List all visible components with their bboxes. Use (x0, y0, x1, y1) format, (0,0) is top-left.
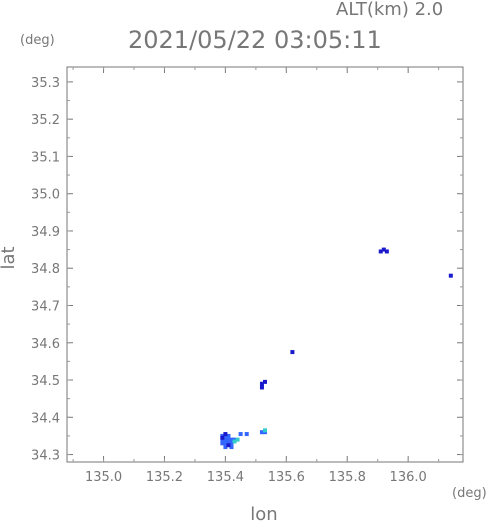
chart-subtitle: ALT(km) 2.0 (336, 0, 443, 20)
data-point (235, 437, 240, 442)
data-point (259, 381, 264, 386)
y-tick-label: 34.4 (31, 411, 60, 426)
data-point (378, 249, 383, 254)
data-point (290, 350, 295, 355)
x-tick-label: 136.0 (390, 470, 427, 485)
x-axis-label: lon (250, 504, 277, 521)
y-tick-label: 34.7 (31, 299, 60, 314)
data-point (244, 432, 249, 437)
data-point (223, 437, 228, 442)
x-tick-label: 135.6 (268, 470, 305, 485)
data-point (229, 441, 234, 446)
data-point (223, 441, 228, 446)
y-tick-label: 34.8 (31, 262, 60, 277)
data-point (229, 437, 234, 442)
y-tick-label: 34.6 (31, 337, 60, 352)
data-points (220, 247, 453, 450)
data-point (263, 428, 267, 433)
data-point (263, 379, 267, 384)
data-point (220, 435, 225, 440)
axis-ticks: 135.0 135.2 135.4 135.6 135.8 136.0 34.3 34.4 34… (31, 67, 463, 485)
data-point (223, 432, 228, 437)
data-point (381, 247, 386, 252)
data-point (448, 273, 453, 278)
data-point (223, 445, 228, 450)
data-point (384, 249, 389, 254)
y-tick-label: 35.0 (31, 188, 60, 203)
y-tick-label: 35.2 (31, 113, 60, 128)
x-tick-label: 135.0 (85, 470, 122, 485)
data-point (226, 443, 231, 448)
data-point (259, 385, 264, 390)
y-tick-label: 35.1 (31, 150, 60, 165)
y-tick-label: 34.5 (31, 374, 60, 389)
data-point (229, 445, 234, 450)
x-tick-label: 135.4 (207, 470, 244, 485)
y-axis-unit: (deg) (20, 33, 55, 48)
y-tick-label: 34.9 (31, 225, 60, 240)
plot-frame (66, 66, 464, 463)
x-axis-unit: (deg) (452, 486, 487, 501)
data-point (232, 439, 237, 444)
x-tick-label: 135.2 (146, 470, 183, 485)
data-point (226, 437, 231, 442)
x-tick-label: 135.8 (329, 470, 366, 485)
y-axis-label: lat (0, 246, 19, 269)
data-point (238, 432, 243, 437)
data-point (226, 433, 231, 438)
data-point (259, 430, 264, 435)
y-tick-label: 34.3 (31, 449, 60, 464)
chart-title: 2021/05/22 03:05:11 (128, 26, 382, 54)
y-tick-label: 35.3 (31, 76, 60, 91)
data-point (220, 441, 225, 446)
